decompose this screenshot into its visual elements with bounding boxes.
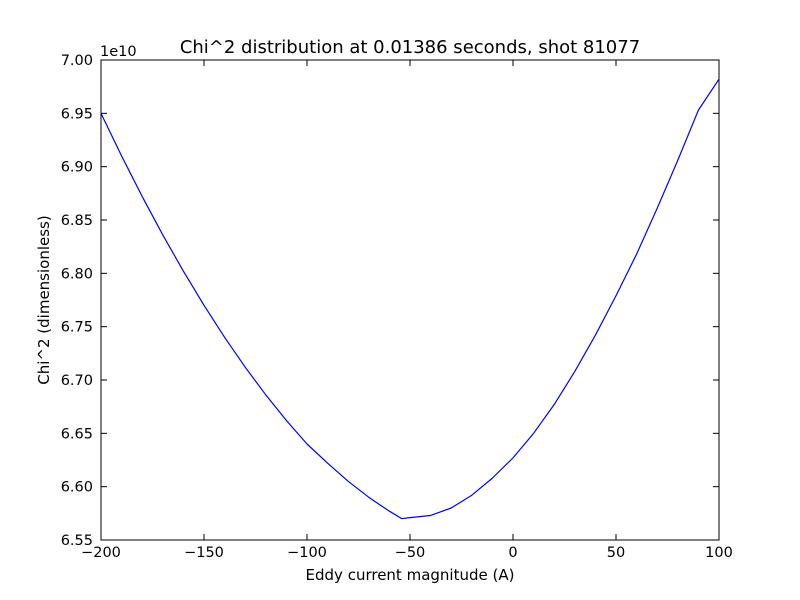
y-tick-label: 6.85 bbox=[61, 213, 93, 229]
y-tick-label: 6.55 bbox=[61, 533, 93, 549]
y-axis-label: Chi^2 (dimensionless) bbox=[35, 215, 53, 384]
plot-area: −200 −150 −100 −50 0 50 100 6.55 6.60 6.65 6.70 6.7… bbox=[61, 53, 733, 561]
y-tick-label: 6.70 bbox=[61, 373, 93, 389]
x-tick-label: −150 bbox=[184, 545, 224, 561]
y-axis-offset-label: 1e10 bbox=[100, 44, 137, 60]
y-tick-label: 6.80 bbox=[61, 266, 93, 282]
x-tick-label: −50 bbox=[395, 545, 426, 561]
y-tick-label: 6.65 bbox=[61, 426, 93, 442]
y-tick-label: 6.90 bbox=[61, 160, 93, 176]
x-tick-label: 0 bbox=[508, 545, 517, 561]
y-tick-label: 6.95 bbox=[61, 106, 93, 122]
plot-frame bbox=[100, 59, 720, 541]
x-tick-label: −200 bbox=[81, 545, 121, 561]
y-tick-label: 7.00 bbox=[61, 53, 93, 69]
chart-title: Chi^2 distribution at 0.01386 seconds, s… bbox=[180, 37, 640, 58]
y-tick-label: 6.60 bbox=[61, 480, 93, 496]
y-tick-label: 6.75 bbox=[61, 320, 93, 336]
x-tick-label: −100 bbox=[287, 545, 327, 561]
series-line-0 bbox=[100, 78, 720, 520]
x-tick-label: 50 bbox=[607, 545, 625, 561]
x-axis-label: Eddy current magnitude (A) bbox=[306, 566, 515, 584]
x-tick-label: 100 bbox=[705, 545, 733, 561]
